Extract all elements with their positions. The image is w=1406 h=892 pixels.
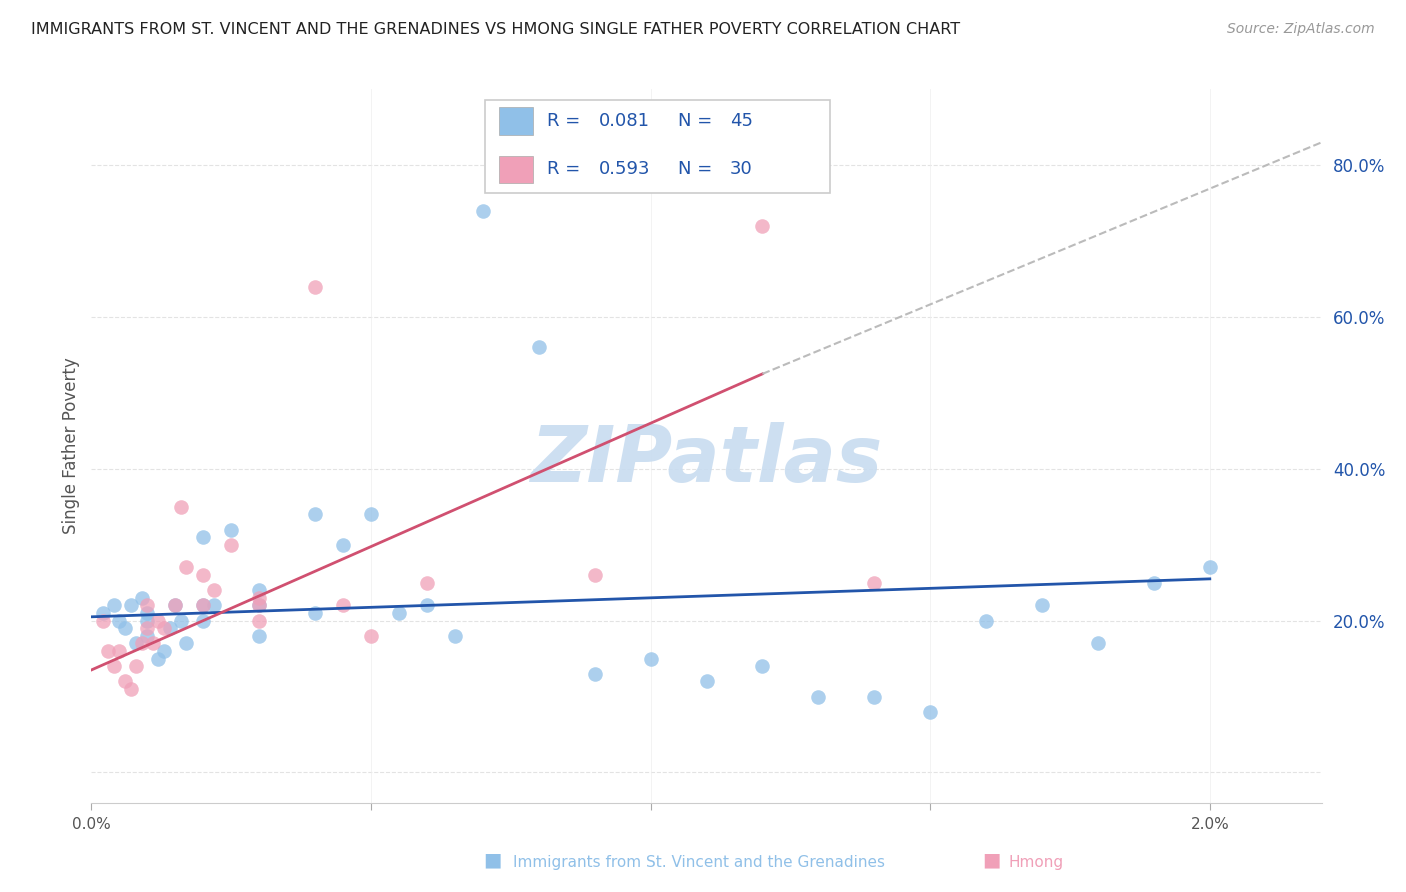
Point [97,644,120,658]
Point [159,621,181,635]
Point [920,705,942,719]
Y-axis label: Single Father Poverty: Single Father Poverty [62,358,80,534]
Point [527,340,550,354]
Point [332,599,354,613]
Text: Source: ZipAtlas.com: Source: ZipAtlas.com [1227,22,1375,37]
Point [204,583,226,598]
Point [176,560,198,574]
Point [304,508,326,522]
Text: ■: ■ [482,851,502,870]
Text: Hmong: Hmong [1008,855,1063,870]
Point [125,636,148,650]
Point [304,606,326,620]
Point [247,583,270,598]
Point [974,614,997,628]
Point [863,575,886,590]
Point [103,659,125,673]
Point [751,659,773,673]
Point [444,629,467,643]
Point [247,591,270,605]
Point [219,538,242,552]
Point [416,575,439,590]
Point [148,651,170,665]
Point [153,644,176,658]
Point [219,523,242,537]
Point [148,614,170,628]
Point [193,614,215,628]
Point [165,599,187,613]
Point [136,621,159,635]
Point [176,636,198,650]
Text: IMMIGRANTS FROM ST. VINCENT AND THE GRENADINES VS HMONG SINGLE FATHER POVERTY CO: IMMIGRANTS FROM ST. VINCENT AND THE GREN… [31,22,960,37]
Point [583,568,606,582]
Point [807,690,830,704]
Point [131,636,153,650]
Point [193,599,215,613]
Point [1031,599,1053,613]
Point [91,614,114,628]
Point [247,614,270,628]
Point [1087,636,1109,650]
Point [170,614,193,628]
Point [204,599,226,613]
Point [136,629,159,643]
Point [103,599,125,613]
Point [360,508,382,522]
Point [131,591,153,605]
Point [114,621,136,635]
Point [193,530,215,544]
Point [108,644,131,658]
Point [583,666,606,681]
Point [136,614,159,628]
Point [388,606,411,620]
Point [640,651,662,665]
Point [416,599,439,613]
Point [165,599,187,613]
Point [247,599,270,613]
Point [247,599,270,613]
Point [304,279,326,293]
Point [193,599,215,613]
Point [125,659,148,673]
Point [863,690,886,704]
Point [332,538,354,552]
Text: ZIPatlas: ZIPatlas [530,422,883,499]
Point [193,568,215,582]
Point [153,621,176,635]
Point [136,599,159,613]
Point [696,674,718,689]
Point [360,629,382,643]
Point [120,681,142,696]
Point [114,674,136,689]
Point [247,629,270,643]
Point [1143,575,1166,590]
Point [170,500,193,514]
Text: ■: ■ [981,851,1001,870]
Point [136,606,159,620]
Point [471,203,494,218]
Text: Immigrants from St. Vincent and the Grenadines: Immigrants from St. Vincent and the Gren… [513,855,886,870]
Point [120,599,142,613]
Point [91,606,114,620]
Point [108,614,131,628]
Point [1198,560,1220,574]
Point [142,636,165,650]
Point [751,219,773,233]
